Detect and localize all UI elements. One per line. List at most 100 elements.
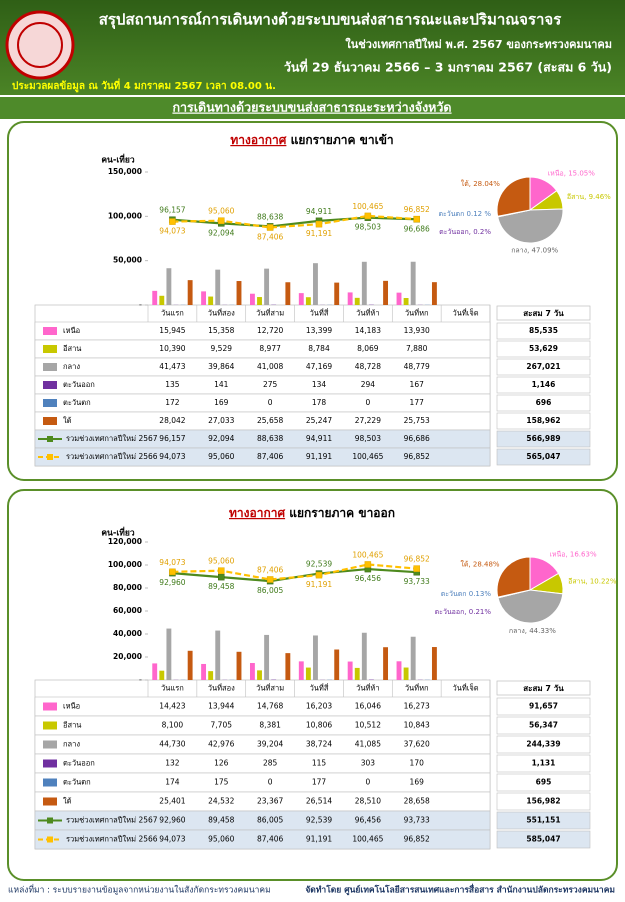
table-value: 28,658 (404, 797, 430, 806)
table-value: 89,458 (208, 816, 234, 825)
y-tick-label: 50,000 (113, 256, 142, 265)
total-cell (496, 412, 591, 430)
legend-label: อีสาน (63, 721, 82, 730)
y-tick-label: 80,000 (113, 583, 142, 592)
line-value-label: 94,073 (159, 227, 185, 236)
y-tick-label: 120,000 (108, 537, 142, 546)
table-value: 10,512 (355, 721, 381, 730)
bar (298, 661, 304, 680)
table-value: 28,042 (159, 416, 185, 425)
table-value: 37,620 (404, 740, 430, 749)
table-value: 88,638 (257, 434, 283, 443)
header-date: วันที่ 29 ธันวาคม 2566 – 3 มกราคม 2567 (… (284, 59, 612, 75)
line-value-label: 100,465 (352, 550, 383, 559)
total-value: 566,989 (526, 434, 560, 443)
bar (264, 634, 270, 680)
line-value-label: 96,157 (159, 206, 185, 215)
table-value: 169 (214, 398, 229, 407)
table-value: 8,977 (259, 344, 281, 353)
x-tick-label: วันที่สี่ (310, 683, 329, 693)
table-value: 98,503 (355, 434, 381, 443)
bar (383, 280, 389, 305)
legend-swatch (43, 740, 57, 749)
table-value: 0 (365, 778, 370, 787)
legend-label: ใต้ (63, 416, 72, 425)
bar (201, 291, 207, 305)
line-value-label: 100,465 (352, 202, 383, 211)
bar (334, 282, 340, 305)
table-value: 177 (312, 778, 327, 787)
pie-label: ตะวันตก 0.12 % (439, 210, 492, 218)
y-axis-label: คน-เที่ยว (101, 153, 135, 166)
table-value: 92,960 (159, 816, 185, 825)
legend-label: ใต้ (63, 797, 72, 806)
y-tick-label: 20,000 (113, 652, 142, 661)
table-value: 167 (410, 380, 425, 389)
footer-credit: จัดทำโดย ศูนย์เทคโนโลยีสารสนเทศและการสื่… (305, 883, 615, 896)
table-value: 132 (165, 759, 180, 768)
total-cell (496, 773, 591, 792)
title-mode: ทางอากาศ (229, 506, 285, 520)
line-marker (413, 215, 420, 223)
header-subtitle: ในช่วงเทศกาลปีใหม่ พ.ศ. 2567 ของกระทรวงค… (345, 37, 612, 51)
table-value: 95,060 (208, 835, 234, 844)
table-value: 95,060 (208, 452, 234, 461)
bar (396, 292, 402, 305)
bar (298, 293, 304, 305)
line-value-label: 93,733 (404, 577, 430, 586)
table-value: 16,273 (404, 702, 430, 711)
y-axis-label: คน-เที่ยว (101, 526, 135, 539)
line (172, 216, 417, 228)
processed-note: ประมวลผลข้อมูล ณ วันที่ 4 มกราคม 2567 เว… (12, 78, 276, 93)
table-value: 25,658 (257, 416, 283, 425)
x-tick-label: วันแรก (161, 309, 184, 318)
pie-slice (497, 589, 564, 624)
table-value: 94,073 (159, 835, 185, 844)
total-cell (496, 430, 591, 448)
total-cell (496, 830, 591, 849)
line-marker (169, 218, 176, 225)
bar (187, 280, 193, 305)
x-tick-label: วันที่สอง (208, 308, 235, 318)
total-value: 695 (536, 778, 552, 787)
header-band (0, 0, 625, 95)
line-marker (266, 224, 274, 231)
table-value: 0 (268, 778, 273, 787)
line-marker (218, 573, 225, 581)
table-value: 41,008 (257, 362, 283, 371)
table-value: 141 (214, 380, 229, 389)
legend-label: กลาง (63, 740, 80, 749)
table-value: 96,852 (404, 835, 430, 844)
bar (152, 290, 158, 305)
bar (249, 293, 255, 305)
total-cell (496, 358, 591, 376)
header-title: สรุปสถานการณ์การเดินทางด้วยระบบขนส่งสาธา… (99, 11, 563, 30)
bar (305, 297, 311, 305)
y-tick-label: 100,000 (108, 560, 142, 569)
table-value: 27,033 (208, 416, 234, 425)
table-value: 15,358 (208, 326, 234, 335)
x-tick-label: วันที่เจ็ด (453, 308, 479, 318)
table-value: 13,399 (306, 326, 332, 335)
legend-label: กลาง (63, 362, 80, 371)
legend-label: รวมช่วงเทศกาลปีใหม่ 2566 (66, 452, 158, 461)
bar (236, 281, 242, 305)
line-value-label: 96,852 (404, 555, 430, 564)
table-value: 87,406 (257, 835, 283, 844)
bar (361, 261, 367, 305)
x-tick-label: วันที่ห้า (356, 683, 379, 693)
total-value: 1,146 (532, 380, 556, 389)
table-value: 14,183 (355, 326, 381, 335)
legend-label: ตะวันตก (63, 398, 91, 407)
bar (264, 268, 270, 305)
title-rest: แยกรายภาค ขาออก (289, 506, 395, 520)
bar (347, 661, 353, 680)
bar (201, 663, 207, 680)
table-value: 7,705 (211, 721, 233, 730)
bar (152, 663, 158, 680)
table-value: 96,686 (404, 434, 430, 443)
bar (354, 297, 360, 305)
total-cell (496, 792, 591, 811)
table-value: 39,204 (257, 740, 283, 749)
